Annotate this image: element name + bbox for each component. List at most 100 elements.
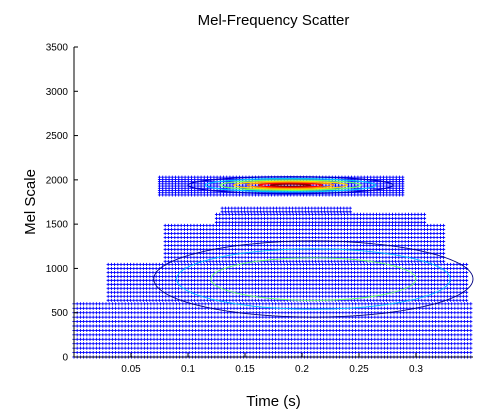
data-point xyxy=(439,275,442,278)
data-point xyxy=(167,271,170,274)
data-point xyxy=(437,324,440,327)
data-point xyxy=(175,347,178,350)
data-point xyxy=(402,329,405,332)
data-point xyxy=(303,338,306,341)
data-point xyxy=(267,299,270,302)
data-point xyxy=(391,236,394,239)
data-point xyxy=(310,207,313,210)
data-point xyxy=(384,240,387,243)
data-point xyxy=(369,291,372,294)
data-point xyxy=(404,279,407,282)
data-point xyxy=(394,213,397,216)
data-point xyxy=(183,275,186,278)
data-point xyxy=(372,176,375,179)
data-point xyxy=(450,320,453,323)
data-point xyxy=(145,287,148,290)
data-point xyxy=(196,176,199,179)
data-point xyxy=(290,302,293,305)
data-point xyxy=(236,320,239,323)
data-point xyxy=(197,311,200,314)
data-point xyxy=(117,338,120,341)
data-point xyxy=(426,228,429,231)
data-point xyxy=(439,271,442,274)
data-point xyxy=(164,295,167,298)
data-point xyxy=(164,279,167,282)
data-point xyxy=(378,232,381,235)
data-point xyxy=(95,347,98,350)
data-point xyxy=(173,236,176,239)
data-point xyxy=(210,333,213,336)
data-point xyxy=(381,232,384,235)
data-point xyxy=(396,347,399,350)
data-point xyxy=(215,221,218,224)
data-point xyxy=(426,256,429,259)
data-point xyxy=(356,224,359,227)
data-point xyxy=(255,311,258,314)
data-point xyxy=(460,333,463,336)
data-point xyxy=(235,299,238,302)
data-point xyxy=(292,217,295,220)
data-point xyxy=(347,283,350,286)
data-point xyxy=(271,329,274,332)
data-point xyxy=(375,236,378,239)
data-point xyxy=(444,311,447,314)
data-point xyxy=(354,347,357,350)
data-point xyxy=(108,316,111,319)
data-point xyxy=(272,260,275,263)
data-point xyxy=(168,351,171,354)
data-point xyxy=(189,244,192,247)
data-point xyxy=(402,302,405,305)
data-point xyxy=(431,311,434,314)
data-point xyxy=(190,176,193,179)
data-point xyxy=(234,232,237,235)
data-point xyxy=(428,333,431,336)
data-point xyxy=(402,324,405,327)
data-point xyxy=(124,351,127,354)
data-point xyxy=(181,316,184,319)
data-point xyxy=(466,307,469,310)
data-point xyxy=(170,244,173,247)
data-point xyxy=(311,295,314,298)
data-point xyxy=(423,228,426,231)
data-point xyxy=(352,252,355,255)
data-point xyxy=(208,260,211,263)
data-point xyxy=(212,252,215,255)
data-point xyxy=(98,342,101,345)
data-point xyxy=(391,232,394,235)
data-point xyxy=(421,311,424,314)
data-point xyxy=(170,236,173,239)
data-point xyxy=(140,320,143,323)
data-point xyxy=(456,320,459,323)
data-point xyxy=(226,342,229,345)
data-point xyxy=(204,333,207,336)
data-point xyxy=(296,347,299,350)
data-point xyxy=(205,252,208,255)
data-point xyxy=(334,295,337,298)
data-point xyxy=(295,221,298,224)
data-point xyxy=(389,329,392,332)
data-point xyxy=(257,283,260,286)
data-point xyxy=(180,275,183,278)
data-point xyxy=(240,240,243,243)
data-point xyxy=(145,295,148,298)
data-point xyxy=(308,221,311,224)
data-point xyxy=(178,320,181,323)
data-point xyxy=(428,320,431,323)
data-point xyxy=(237,248,240,251)
data-point xyxy=(79,342,82,345)
data-point xyxy=(242,307,245,310)
data-point xyxy=(276,217,279,220)
data-point xyxy=(113,291,116,294)
data-point xyxy=(338,320,341,323)
data-point xyxy=(455,271,458,274)
data-point xyxy=(356,232,359,235)
data-point xyxy=(258,351,261,354)
data-point xyxy=(116,287,119,290)
data-point xyxy=(244,232,247,235)
data-point xyxy=(164,299,167,302)
data-point xyxy=(143,302,146,305)
data-point xyxy=(191,324,194,327)
data-point xyxy=(123,279,126,282)
data-point xyxy=(317,228,320,231)
data-point xyxy=(177,295,180,298)
